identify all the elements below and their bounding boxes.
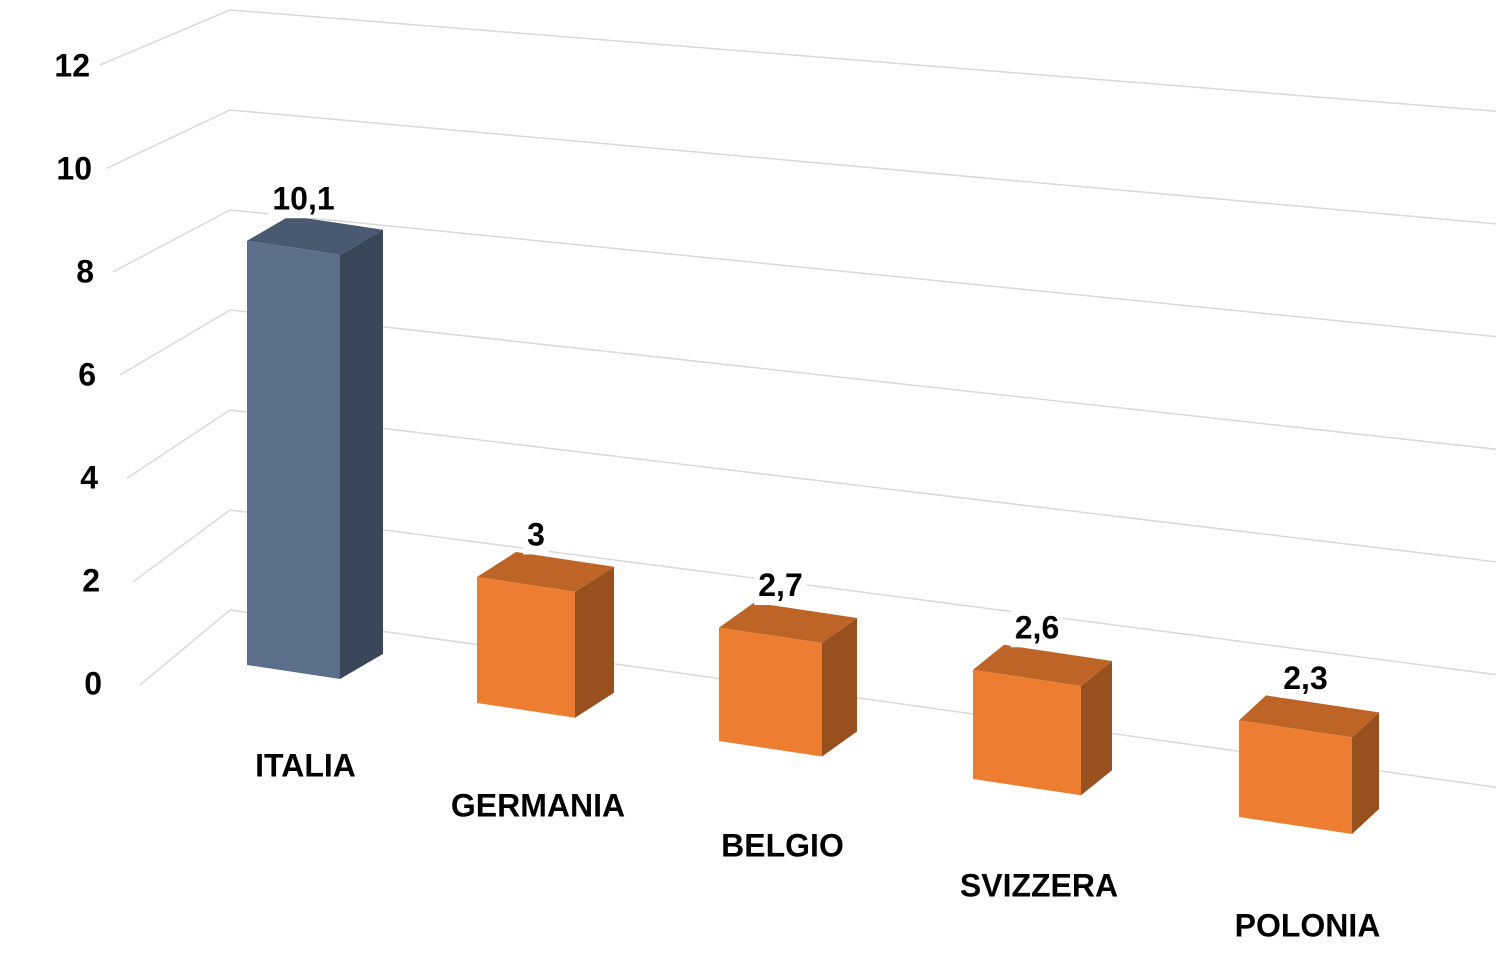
grid-line: [229, 109, 1496, 225]
side-grid-line: [132, 509, 231, 583]
bar-top: [1239, 695, 1379, 738]
value-label-bg: [1010, 607, 1064, 648]
bar: [973, 669, 1081, 796]
value-label: 2,3: [1283, 660, 1327, 696]
y-tick-label: 2: [82, 562, 100, 598]
side-grid-line: [99, 9, 231, 66]
value-label-bg: [1279, 657, 1332, 698]
grid-line: [229, 209, 1496, 338]
bar-side: [1352, 712, 1379, 834]
bar: [477, 577, 575, 718]
value-label: 3: [527, 516, 545, 552]
side-grid-line: [106, 109, 231, 170]
grid-line: [229, 309, 1496, 451]
value-label: 2,7: [758, 567, 802, 603]
bar-top: [719, 602, 857, 644]
y-tick-label: 12: [54, 47, 90, 83]
y-tick-label: 8: [76, 253, 94, 289]
bar-side: [575, 566, 614, 718]
x-tick-label: BELGIO: [721, 827, 844, 863]
side-grid-line: [112, 209, 231, 273]
y-tick-label: 6: [78, 356, 96, 392]
y-tick-label: 10: [56, 150, 92, 186]
grid-line: [229, 9, 1496, 113]
x-tick-label: GERMANIA: [451, 787, 625, 823]
x-tick-label: ITALIA: [255, 747, 356, 783]
y-tick-label: 0: [84, 665, 102, 701]
side-grid-line: [126, 409, 231, 479]
x-tick-label: SVIZZERA: [960, 867, 1118, 903]
value-label-bg: [754, 565, 807, 606]
value-label-bg: [523, 514, 549, 555]
value-label: 10,1: [272, 180, 334, 216]
x-tick-label: POLONIA: [1235, 907, 1381, 943]
y-tick-label: 4: [80, 459, 98, 495]
value-label-bg: [268, 178, 339, 219]
side-grid-line: [119, 309, 231, 376]
grid-line: [229, 409, 1496, 563]
bar: [247, 240, 340, 679]
bar: [719, 627, 822, 757]
bar-top: [477, 552, 614, 592]
bar-side: [1081, 661, 1112, 796]
bar: [1239, 720, 1352, 834]
bar-side: [340, 229, 383, 679]
bar-side: [822, 618, 857, 757]
side-grid-line: [139, 609, 231, 686]
bar-top: [973, 644, 1112, 686]
value-label: 2,6: [1015, 609, 1059, 645]
grid-line: [229, 509, 1496, 676]
bar-top: [247, 215, 383, 255]
